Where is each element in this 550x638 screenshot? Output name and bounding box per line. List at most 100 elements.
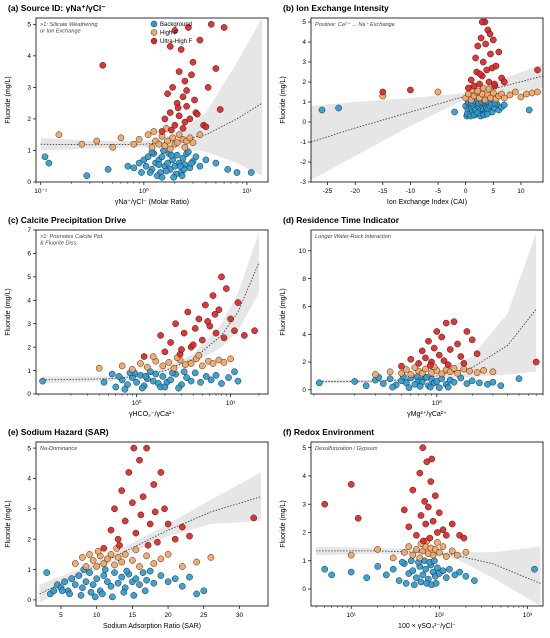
chart-e-point-high-f bbox=[157, 555, 165, 563]
chart-c-trend-line bbox=[42, 262, 260, 381]
chart-a-point-background bbox=[162, 167, 170, 175]
chart-a-point-ultra-high-f bbox=[220, 24, 228, 31]
chart-e-point-high-f bbox=[136, 563, 143, 570]
chart-d-point-high-f bbox=[372, 371, 379, 378]
chart-b-point-ultra-high-f bbox=[485, 78, 493, 86]
chart-a-point-background bbox=[192, 153, 200, 161]
chart-a-legend-marker bbox=[150, 29, 158, 36]
chart-c-point-background bbox=[234, 377, 242, 385]
chart-c-point-ultra-high-f bbox=[172, 320, 179, 328]
chart-e-point-high-f bbox=[100, 560, 108, 567]
chart-d-point-background bbox=[435, 384, 443, 392]
chart-c-point-ultra-high-f bbox=[240, 332, 248, 339]
chart-d-ytick-label: 10 bbox=[299, 248, 307, 255]
chart-e-point-ultra-high-f bbox=[171, 535, 179, 543]
chart-b-point-high-f bbox=[485, 85, 493, 93]
chart-d-point-ultra-high-f bbox=[468, 336, 476, 344]
chart-a-title: (a) Source ID: γNa⁺/γCl⁻ bbox=[8, 3, 106, 13]
chart-e-point-ultra-high-f bbox=[129, 499, 136, 507]
chart-d-point-background bbox=[444, 383, 452, 391]
chart-d-point-background bbox=[497, 382, 505, 390]
chart-c-point-background bbox=[197, 378, 204, 386]
chart-f-point-ultra-high-f bbox=[417, 512, 425, 519]
chart-e-point-ultra-high-f bbox=[100, 544, 108, 552]
chart-e-point-high-f bbox=[107, 551, 115, 558]
chart-a-point-ultra-high-f bbox=[175, 112, 183, 120]
chart-d-confidence-band bbox=[319, 232, 537, 384]
chart-d-point-background bbox=[426, 383, 434, 391]
chart-b-xtick-label: -20 bbox=[350, 188, 360, 195]
chart-d-point-ultra-high-f bbox=[460, 360, 468, 367]
chart-a-xtick-label: 10⁰ bbox=[139, 187, 149, 195]
chart-e-point-ultra-high-f bbox=[111, 505, 118, 513]
chart-f-point-background bbox=[402, 580, 410, 587]
chart-e-point-high-f bbox=[118, 558, 126, 566]
chart-a-point-background bbox=[104, 166, 112, 173]
chart-b-xtick-label: 10 bbox=[517, 188, 525, 195]
chart-c-point-high-f bbox=[209, 360, 217, 367]
chart-a-point-background bbox=[173, 151, 181, 159]
chart-a-plot-frame bbox=[35, 17, 269, 183]
chart-a-point-high-f bbox=[169, 134, 176, 142]
chart-a-point-ultra-high-f bbox=[186, 115, 194, 123]
chart-d-point-ultra-high-f bbox=[430, 344, 438, 352]
chart-c-point-ultra-high-f bbox=[195, 315, 203, 323]
chart-f-plot-frame bbox=[310, 441, 544, 607]
chart-d-plot-frame bbox=[310, 229, 544, 395]
chart-a-point-high-f bbox=[93, 137, 101, 145]
chart-c-point-background bbox=[142, 373, 150, 380]
chart-c-xlabel: γHCO₃⁻/γCa²⁺ bbox=[129, 411, 175, 418]
chart-c-ytick-label: 6 bbox=[27, 251, 31, 258]
chart-c-ytick-label: 3 bbox=[27, 321, 31, 328]
chart-d-xtick-label: 10⁰ bbox=[432, 399, 442, 407]
chart-f-point-high-f bbox=[416, 554, 424, 562]
chart-c-point-high-f bbox=[128, 366, 136, 373]
chart-d-point-background bbox=[379, 380, 387, 387]
chart-b-point-ultra-high-f bbox=[476, 70, 484, 78]
chart-e-point-high-f bbox=[104, 555, 111, 563]
chart-c-point-background bbox=[112, 383, 120, 391]
chart-b-point-background bbox=[525, 106, 533, 114]
chart-a-point-ultra-high-f bbox=[193, 110, 201, 118]
chart-d-point-ultra-high-f bbox=[446, 346, 454, 353]
panel-f: (f) Redox Environment 0 1 2 3 4 5 10¹ 10² 10³ 100 … bbox=[275, 424, 550, 636]
chart-b-xtick-label: -15 bbox=[378, 188, 388, 195]
chart-a-point-ultra-high-f bbox=[171, 27, 179, 34]
chart-a-point-background bbox=[41, 153, 49, 161]
chart-f-point-high-f bbox=[413, 546, 420, 553]
chart-d-point-background bbox=[362, 382, 370, 390]
chart-e-point-background bbox=[104, 578, 111, 586]
chart-f-point-background bbox=[363, 574, 371, 582]
chart-f-point-ultra-high-f bbox=[405, 523, 413, 531]
chart-a-point-high-f bbox=[135, 136, 143, 143]
chart-c-ytick-label: 4 bbox=[27, 297, 31, 304]
chart-e-confidence-band bbox=[39, 472, 261, 603]
chart-b-point-background bbox=[318, 106, 326, 114]
chart-b-point-ultra-high-f bbox=[478, 18, 486, 26]
chart-f-point-ultra-high-f bbox=[427, 478, 435, 485]
chart-b-point-high-f bbox=[500, 94, 508, 102]
chart-f-point-high-f bbox=[400, 548, 408, 556]
chart-d-ytick-label: 0 bbox=[302, 387, 306, 394]
chart-c-point-high-f bbox=[195, 351, 203, 359]
chart-c-point-ultra-high-f bbox=[251, 327, 258, 335]
chart-e-point-high-f bbox=[150, 560, 158, 567]
chart-c-point-ultra-high-f bbox=[231, 327, 238, 335]
chart-f-point-ultra-high-f bbox=[400, 506, 408, 514]
chart-d-trend-line bbox=[319, 308, 537, 382]
chart-f-point-ultra-high-f bbox=[424, 503, 432, 511]
chart-a-point-ultra-high-f bbox=[216, 106, 224, 113]
chart-e-point-ultra-high-f bbox=[157, 469, 165, 476]
chart-a-xlabel: γNa⁺/γCl⁻ (Molar Ratio) bbox=[115, 199, 189, 206]
chart-b-point-high-f bbox=[528, 89, 536, 97]
chart-e-point-background bbox=[43, 569, 51, 576]
chart-f-point-ultra-high-f bbox=[426, 534, 434, 542]
chart-f-point-background bbox=[439, 567, 447, 575]
chart-c-point-ultra-high-f bbox=[167, 339, 174, 346]
chart-e-point-background bbox=[157, 572, 165, 579]
chart-a-point-background bbox=[142, 162, 150, 170]
chart-a-confidence-band bbox=[40, 18, 263, 176]
chart-b-point-background bbox=[451, 108, 458, 116]
chart-f-point-high-f bbox=[374, 546, 382, 553]
